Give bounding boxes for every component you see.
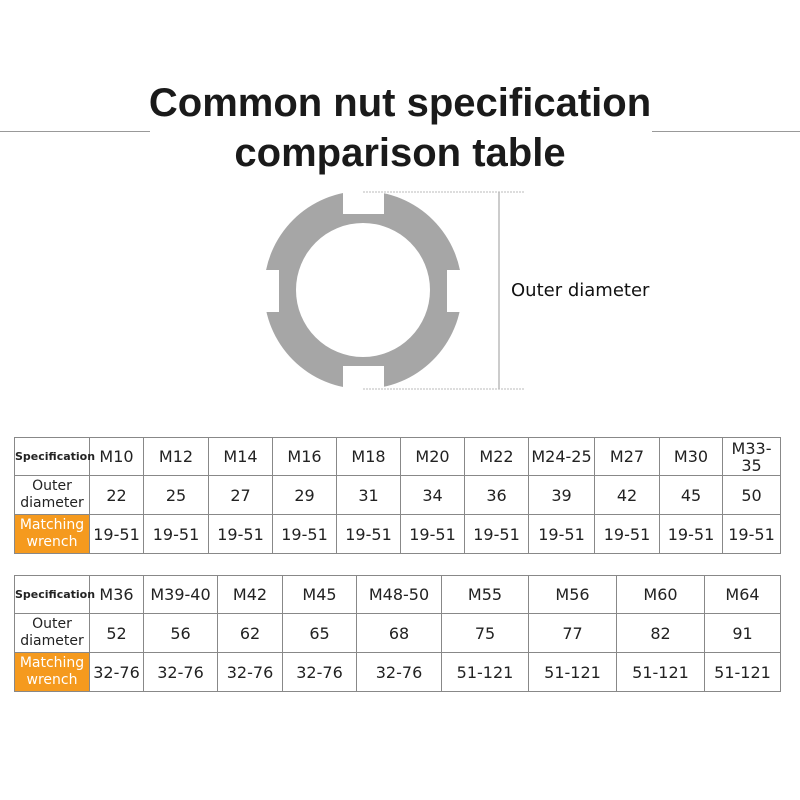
- spec-cell: M48-50: [356, 575, 442, 614]
- divider-right: [652, 131, 800, 132]
- row-label-specification: Specification: [14, 575, 95, 614]
- table-row-outer: Outer diameter 52 56 62 65 68 75 77 82 91: [14, 613, 781, 653]
- wrench-cell: 32-76: [217, 652, 283, 692]
- outer-cell: 62: [217, 613, 283, 653]
- label-text: diameter: [20, 495, 84, 511]
- row-label-outer: Outer diameter: [14, 475, 90, 515]
- spec-cell: M45: [282, 575, 357, 614]
- outer-cell: 91: [704, 613, 781, 653]
- outer-cell: 50: [722, 475, 781, 515]
- spec-cell: M39-40: [143, 575, 218, 614]
- wrench-cell: 19-51: [336, 514, 401, 554]
- title-line-2: comparison table: [234, 131, 566, 175]
- wrench-cell: 32-76: [356, 652, 442, 692]
- wrench-cell: 19-51: [464, 514, 529, 554]
- wrench-cell: 19-51: [143, 514, 209, 554]
- outer-cell: 22: [89, 475, 144, 515]
- outer-cell: 68: [356, 613, 442, 653]
- label-text: Matching: [19, 517, 85, 533]
- outer-cell: 56: [143, 613, 218, 653]
- page-title: Common nut specification comparison tabl…: [0, 78, 800, 178]
- label-text: Specification: [15, 588, 96, 601]
- spec-cell: M27: [594, 437, 660, 476]
- nut-ring-shape: [264, 191, 462, 389]
- wrench-cell: 51-121: [441, 652, 529, 692]
- spec-cell: M30: [659, 437, 723, 476]
- outer-cell: 31: [336, 475, 401, 515]
- outer-cell: 27: [208, 475, 273, 515]
- spec-cell: M10: [89, 437, 144, 476]
- outer-cell: 29: [272, 475, 337, 515]
- spec-cell: M18: [336, 437, 401, 476]
- spec-cell: M60: [616, 575, 705, 614]
- wrench-cell: 19-51: [659, 514, 723, 554]
- wrench-cell: 32-76: [89, 652, 144, 692]
- wrench-cell: 19-51: [722, 514, 781, 554]
- outer-cell: 36: [464, 475, 529, 515]
- spec-cell: M16: [272, 437, 337, 476]
- spec-table-2: Specification M36 M39-40 M42 M45 M48-50 M55 M56…: [14, 575, 781, 692]
- wrench-cell: 51-121: [704, 652, 781, 692]
- label-text: Outer: [32, 478, 72, 494]
- nut-diagram: [264, 191, 525, 390]
- spec-cell: M36: [89, 575, 144, 614]
- outer-cell: 65: [282, 613, 357, 653]
- spec-cell: M14: [208, 437, 273, 476]
- wrench-cell: 51-121: [616, 652, 705, 692]
- spec-cell: M55: [441, 575, 529, 614]
- outer-cell: 77: [528, 613, 617, 653]
- table-row-spec: Specification M10 M12 M14 M16 M18 M20 M22 M24-25…: [14, 437, 781, 476]
- divider-left: [0, 131, 150, 132]
- spec-cell: M64: [704, 575, 781, 614]
- outer-cell: 45: [659, 475, 723, 515]
- label-text: wrench: [26, 672, 78, 688]
- wrench-cell: 32-76: [143, 652, 218, 692]
- label-text: Matching: [19, 655, 85, 671]
- wrench-cell: 19-51: [594, 514, 660, 554]
- outer-cell: 52: [89, 613, 144, 653]
- label-text: Outer: [32, 616, 72, 632]
- table-row-spec: Specification M36 M39-40 M42 M45 M48-50 M55 M56…: [14, 575, 781, 614]
- table-row-wrench: Matching wrench 32-76 32-76 32-76 32-76 32-76 5…: [14, 652, 781, 692]
- label-text: wrench: [26, 534, 78, 550]
- row-label-wrench: Matching wrench: [14, 652, 90, 692]
- outer-cell: 82: [616, 613, 705, 653]
- table-row-wrench: Matching wrench 19-51 19-51 19-51 19-51 19-51 1…: [14, 514, 781, 554]
- wrench-cell: 19-51: [208, 514, 273, 554]
- wrench-cell: 19-51: [89, 514, 144, 554]
- spec-cell: M33-35: [722, 437, 781, 476]
- table-row-outer: Outer diameter 22 25 27 29 31 34 36 39 42 45 50: [14, 475, 781, 515]
- outer-diameter-label: Outer diameter: [511, 280, 650, 301]
- row-label-specification: Specification: [14, 437, 95, 476]
- spec-cell: M20: [400, 437, 465, 476]
- row-label-outer: Outer diameter: [14, 613, 90, 653]
- spec-cell: M22: [464, 437, 529, 476]
- spec-cell: M42: [217, 575, 283, 614]
- wrench-cell: 19-51: [400, 514, 465, 554]
- label-text: diameter: [20, 633, 84, 649]
- spec-cell: M56: [528, 575, 617, 614]
- spec-cell: M12: [143, 437, 209, 476]
- wrench-cell: 19-51: [272, 514, 337, 554]
- outer-cell: 25: [143, 475, 209, 515]
- outer-cell: 42: [594, 475, 660, 515]
- wrench-cell: 19-51: [528, 514, 595, 554]
- title-line-1: Common nut specification: [148, 81, 652, 125]
- spec-table-1: Specification M10 M12 M14 M16 M18 M20 M22 M24-25…: [14, 437, 781, 554]
- outer-cell: 39: [528, 475, 595, 515]
- label-text: Specification: [15, 450, 96, 463]
- row-label-wrench: Matching wrench: [14, 514, 90, 554]
- outer-cell: 34: [400, 475, 465, 515]
- wrench-cell: 32-76: [282, 652, 357, 692]
- outer-cell: 75: [441, 613, 529, 653]
- wrench-cell: 51-121: [528, 652, 617, 692]
- spec-cell: M24-25: [528, 437, 595, 476]
